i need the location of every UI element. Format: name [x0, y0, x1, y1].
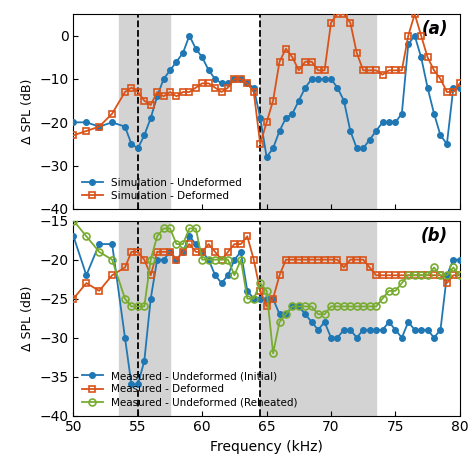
Simulation - Deformed [96, 124, 102, 129]
Line: Measured - Undeformed (Initial): Measured - Undeformed (Initial) [71, 234, 463, 387]
Line: Measured - Undeformed (Reheated): Measured - Undeformed (Reheated) [70, 217, 463, 357]
Simulation - Deformed [457, 80, 463, 86]
Measured - Undeformed (Initial) [128, 382, 134, 387]
Legend: Measured - Undeformed (Initial), Measured - Deformed, Measured - Undeformed (Reh: Measured - Undeformed (Initial), Measure… [79, 368, 301, 410]
Measured - Undeformed (Reheated) [251, 296, 256, 302]
Measured - Undeformed (Reheated) [354, 304, 360, 309]
Measured - Undeformed (Reheated) [71, 218, 76, 224]
Line: Measured - Deformed: Measured - Deformed [70, 233, 463, 310]
Simulation - Undeformed [200, 55, 205, 60]
Measured - Deformed [193, 249, 199, 255]
Measured - Deformed [71, 296, 76, 302]
Measured - Undeformed (Reheated) [347, 304, 353, 309]
Simulation - Undeformed [71, 120, 76, 125]
Measured - Deformed [245, 234, 250, 239]
Text: (a): (a) [422, 20, 448, 38]
Measured - Deformed [264, 304, 269, 309]
Simulation - Undeformed [96, 124, 102, 129]
Measured - Undeformed (Initial) [71, 234, 76, 239]
Y-axis label: Δ SPL (dB): Δ SPL (dB) [21, 79, 34, 144]
Simulation - Undeformed [109, 120, 115, 125]
Measured - Undeformed (Initial) [109, 241, 115, 247]
Bar [118, 14, 170, 209]
Simulation - Deformed [71, 133, 76, 138]
X-axis label: Frequency (kHz): Frequency (kHz) [210, 440, 323, 454]
Simulation - Deformed [251, 89, 256, 95]
Measured - Undeformed (Reheated) [270, 350, 276, 356]
Measured - Undeformed (Initial) [257, 296, 263, 302]
Measured - Undeformed (Initial) [200, 249, 205, 255]
Measured - Deformed [457, 272, 463, 278]
Measured - Undeformed (Reheated) [193, 226, 199, 231]
Measured - Undeformed (Reheated) [109, 257, 115, 262]
Simulation - Undeformed [257, 115, 263, 121]
Measured - Deformed [96, 288, 102, 294]
Line: Simulation - Deformed: Simulation - Deformed [70, 11, 463, 148]
Measured - Deformed [354, 257, 360, 262]
Simulation - Undeformed [360, 146, 366, 151]
Simulation - Deformed [354, 50, 360, 56]
Y-axis label: Δ SPL (dB): Δ SPL (dB) [21, 285, 34, 351]
Text: (b): (b) [421, 226, 448, 245]
Simulation - Undeformed [186, 33, 192, 38]
Line: Simulation - Undeformed: Simulation - Undeformed [71, 33, 463, 160]
Measured - Undeformed (Initial) [96, 241, 102, 247]
Simulation - Undeformed [264, 154, 269, 160]
Simulation - Undeformed [457, 85, 463, 91]
Legend: Simulation - Undeformed, Simulation - Deformed: Simulation - Undeformed, Simulation - De… [79, 174, 245, 204]
Simulation - Deformed [109, 111, 115, 116]
Measured - Undeformed (Initial) [354, 335, 360, 340]
Simulation - Deformed [193, 85, 199, 91]
Measured - Deformed [360, 257, 366, 262]
Simulation - Deformed [335, 11, 340, 17]
Simulation - Deformed [360, 68, 366, 73]
Measured - Undeformed (Reheated) [457, 272, 463, 278]
Simulation - Deformed [257, 141, 263, 147]
Measured - Undeformed (Reheated) [96, 249, 102, 255]
Bar [118, 221, 170, 416]
Measured - Deformed [257, 288, 263, 294]
Simulation - Undeformed [354, 146, 360, 151]
Bar [260, 221, 376, 416]
Bar [260, 14, 376, 209]
Measured - Undeformed (Initial) [347, 327, 353, 333]
Measured - Deformed [109, 272, 115, 278]
Measured - Undeformed (Initial) [457, 257, 463, 262]
